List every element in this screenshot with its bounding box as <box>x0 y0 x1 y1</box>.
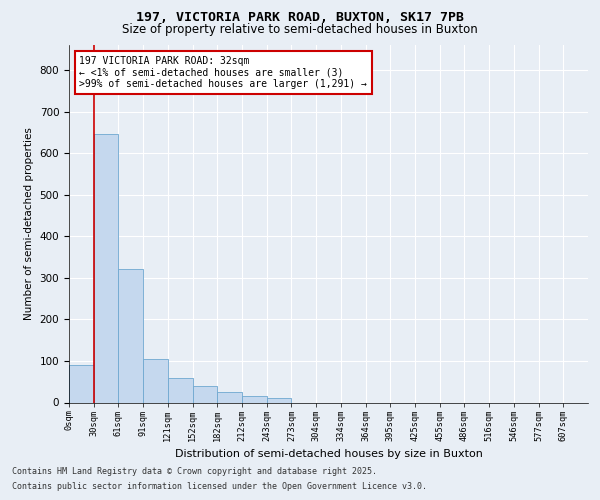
Bar <box>168 378 193 402</box>
Text: 197, VICTORIA PARK ROAD, BUXTON, SK17 7PB: 197, VICTORIA PARK ROAD, BUXTON, SK17 7P… <box>136 11 464 24</box>
Text: 197 VICTORIA PARK ROAD: 32sqm
← <1% of semi-detached houses are smaller (3)
>99%: 197 VICTORIA PARK ROAD: 32sqm ← <1% of s… <box>79 56 367 89</box>
X-axis label: Distribution of semi-detached houses by size in Buxton: Distribution of semi-detached houses by … <box>175 450 482 460</box>
Y-axis label: Number of semi-detached properties: Number of semi-detached properties <box>24 128 34 320</box>
Bar <box>69 365 94 403</box>
Text: Size of property relative to semi-detached houses in Buxton: Size of property relative to semi-detach… <box>122 22 478 36</box>
Bar <box>143 359 168 403</box>
Bar <box>242 396 267 402</box>
Bar <box>193 386 217 402</box>
Text: Contains public sector information licensed under the Open Government Licence v3: Contains public sector information licen… <box>12 482 427 491</box>
Bar <box>217 392 242 402</box>
Bar <box>267 398 292 402</box>
Bar <box>94 134 118 402</box>
Bar <box>118 270 143 402</box>
Text: Contains HM Land Registry data © Crown copyright and database right 2025.: Contains HM Land Registry data © Crown c… <box>12 467 377 476</box>
